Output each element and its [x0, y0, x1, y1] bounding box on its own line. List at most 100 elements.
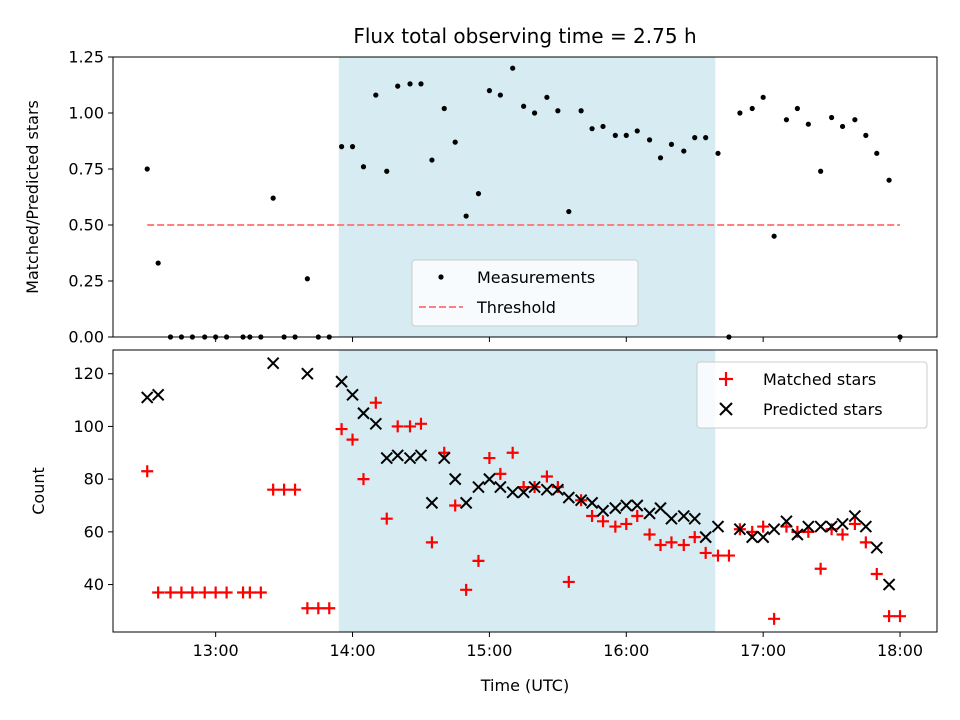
predicted-point [848, 509, 862, 523]
bottom-legend: Matched stars Predicted stars [696, 361, 928, 429]
predicted-point [425, 496, 439, 510]
predicted-point [643, 507, 656, 520]
top-plot-frame [112, 56, 938, 338]
matched-point [597, 515, 610, 528]
measurement-point [486, 88, 493, 94]
predicted-point [391, 449, 404, 462]
measurement-point [703, 135, 709, 141]
predicted-point [483, 472, 496, 486]
matched-point [631, 510, 644, 523]
x-tick-label: 16:00 [603, 641, 649, 660]
x-axis-label: Time (UTC) [480, 676, 569, 695]
bottom-panel: 40 60 80 100 120 13:00 14:00 15:00 16:00 17:00 18:… [29, 349, 938, 695]
predicted-point [802, 520, 815, 533]
predicted-point [380, 451, 393, 465]
bottom-observing-span [338, 350, 716, 632]
measurement-point [737, 110, 743, 116]
matched-point [506, 446, 519, 459]
bottom-y-tick-label: 40 [84, 575, 104, 594]
matched-point [883, 610, 896, 623]
x-tick-label: 13:00 [193, 641, 239, 660]
matched-point [278, 483, 291, 496]
matched-point [757, 520, 770, 533]
top-y-tick-label: 0.25 [68, 272, 104, 291]
measurement-point [657, 155, 664, 161]
predicted-point [438, 451, 451, 465]
predicted-point [814, 520, 827, 533]
predicted-point [654, 501, 667, 515]
matched-point [267, 483, 280, 496]
predicted-point [767, 523, 781, 536]
bottom-y-tick-label: 100 [73, 417, 104, 436]
legend-matched-label: Matched stars [763, 370, 876, 389]
measurement-point [338, 144, 345, 150]
bottom-y-tick-label: 60 [84, 522, 104, 541]
matched-point [825, 523, 838, 536]
measurement-point [874, 150, 880, 156]
predicted-point [141, 391, 154, 404]
top-legend-box [411, 259, 639, 327]
measurement-point [668, 141, 675, 147]
matched-point [414, 417, 427, 430]
predicted-point [585, 496, 599, 510]
matched-point [449, 499, 462, 512]
predicted-point [403, 451, 417, 465]
measurement-point [360, 164, 367, 170]
top-y-tick-label: 0.50 [68, 216, 104, 235]
measurement-point [395, 83, 401, 89]
predicted-point [414, 449, 428, 462]
measurement-point [304, 276, 310, 282]
predicted-point [620, 499, 633, 512]
matched-point [494, 467, 507, 480]
predicted-point [506, 486, 519, 499]
matched-point [768, 612, 781, 625]
matched-point [654, 539, 667, 552]
measurement-point [373, 92, 379, 98]
matched-point [472, 554, 485, 567]
predicted-point [459, 496, 473, 510]
top-y-axis-label: Matched/Predicted stars [23, 100, 42, 294]
matched-point [323, 602, 336, 615]
matched-point [586, 510, 599, 523]
predicted-point [699, 530, 712, 544]
measurement-point [349, 144, 356, 150]
legend-predicted-marker [719, 402, 733, 416]
measurement-point [475, 191, 482, 197]
matched-point [665, 536, 678, 549]
measurement-point [144, 166, 150, 172]
matched-point [620, 517, 633, 530]
measurement-point [646, 137, 653, 143]
predicted-point [335, 375, 348, 388]
matched-point [369, 396, 382, 409]
measurement-point [531, 110, 538, 116]
predicted-point [596, 504, 610, 517]
measurement-point [384, 168, 390, 174]
matched-point [425, 536, 438, 549]
predicted-point [791, 528, 804, 541]
matched-point [220, 586, 233, 599]
predicted-point [528, 480, 541, 494]
bottom-y-tick-label: 120 [73, 364, 104, 383]
measurement-point [566, 208, 572, 215]
x-tick-label: 15:00 [466, 641, 512, 660]
measurement-point [829, 114, 835, 121]
measurement-point [407, 81, 413, 87]
measurement-point [155, 260, 161, 266]
bottom-y-tick-label: 80 [84, 470, 104, 489]
chart-title: Flux total observing time = 2.75 h [353, 24, 696, 48]
measurement-point [270, 195, 276, 201]
x-tick-label: 18:00 [877, 641, 923, 660]
matched-point [391, 420, 404, 433]
measurement-point [634, 128, 640, 134]
predicted-point [357, 407, 370, 420]
measurement-point [429, 157, 435, 163]
matched-point [312, 602, 325, 615]
bottom-y-axis-label: Count [29, 467, 48, 515]
predicted-point [346, 388, 359, 402]
predicted-point [631, 499, 644, 512]
matched-point [688, 531, 701, 544]
matched-point [483, 452, 496, 465]
predicted-point [562, 491, 576, 504]
predicted-point [151, 388, 165, 402]
matched-point [711, 549, 724, 562]
